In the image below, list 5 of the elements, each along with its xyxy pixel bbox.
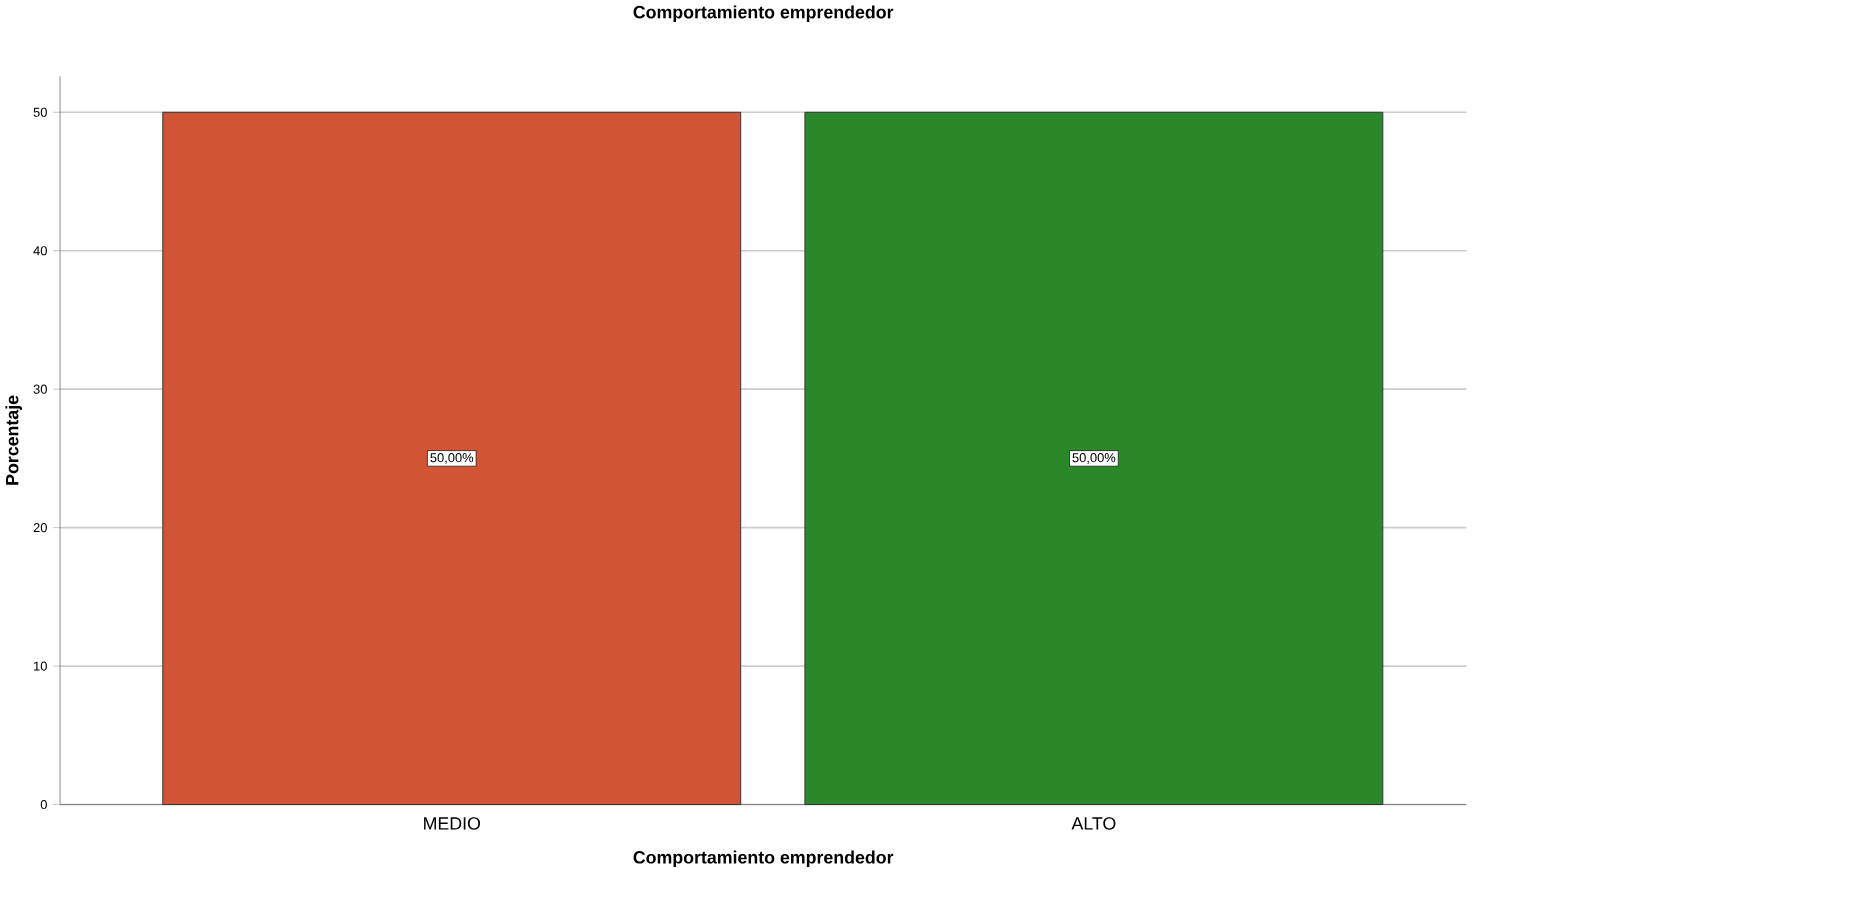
chart-title: Comportamiento emprendedor xyxy=(633,5,894,22)
x-tick-label: ALTO xyxy=(1071,817,1116,830)
x-axis-title: Comportamiento emprendedor xyxy=(633,850,894,867)
x-tick-label: MEDIO xyxy=(424,817,481,830)
y-axis-title: Porcentaje xyxy=(5,395,22,485)
